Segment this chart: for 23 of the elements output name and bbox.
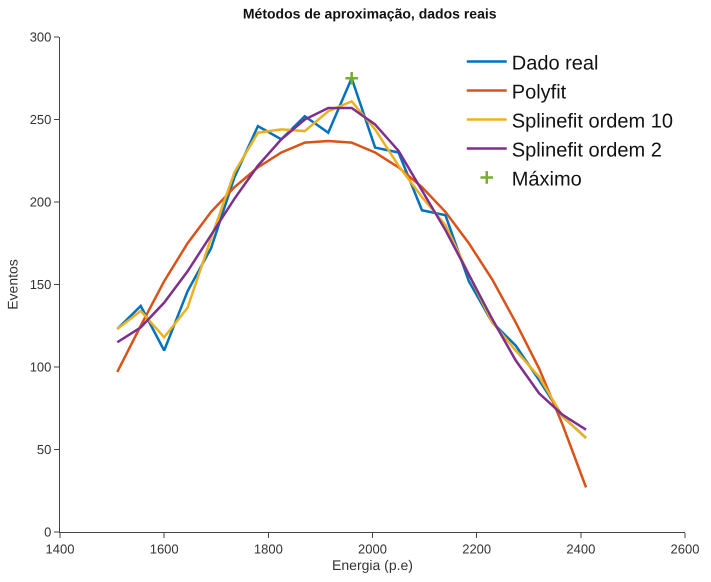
line-series	[116, 140, 588, 489]
y-tick-label: 0	[44, 524, 52, 540]
y-tick-label: 150	[30, 277, 52, 292]
x-tick-label: 2600	[670, 542, 700, 557]
y-tick-label: 200	[30, 194, 52, 210]
legend-label: Splinefit ordem 10	[512, 110, 673, 132]
y-axis-title: Eventos	[4, 259, 20, 310]
y-tick-label: 100	[30, 360, 52, 375]
legend-label: Splinefit ordem 2	[512, 139, 662, 162]
chart-title: Métodos de aproximação, dados reais	[242, 6, 497, 22]
x-tick-label: 1600	[150, 542, 179, 557]
legend-label: Dado real	[512, 52, 598, 74]
x-tick-label: 1400	[46, 542, 74, 557]
x-tick-label: 2400	[566, 542, 596, 557]
legend-label: Máximo	[512, 168, 582, 190]
x-tick-label: 2200	[462, 542, 492, 557]
y-tick-label: 250	[30, 112, 52, 128]
y-tick-label: 50	[36, 442, 52, 458]
x-axis-title: Energia (p.e)	[332, 556, 413, 573]
legend-label: Polyfit	[512, 81, 567, 104]
y-tick-label: 300	[30, 30, 52, 45]
x-tick-label: 2000	[358, 542, 387, 557]
x-tick-label: 1800	[254, 542, 283, 557]
